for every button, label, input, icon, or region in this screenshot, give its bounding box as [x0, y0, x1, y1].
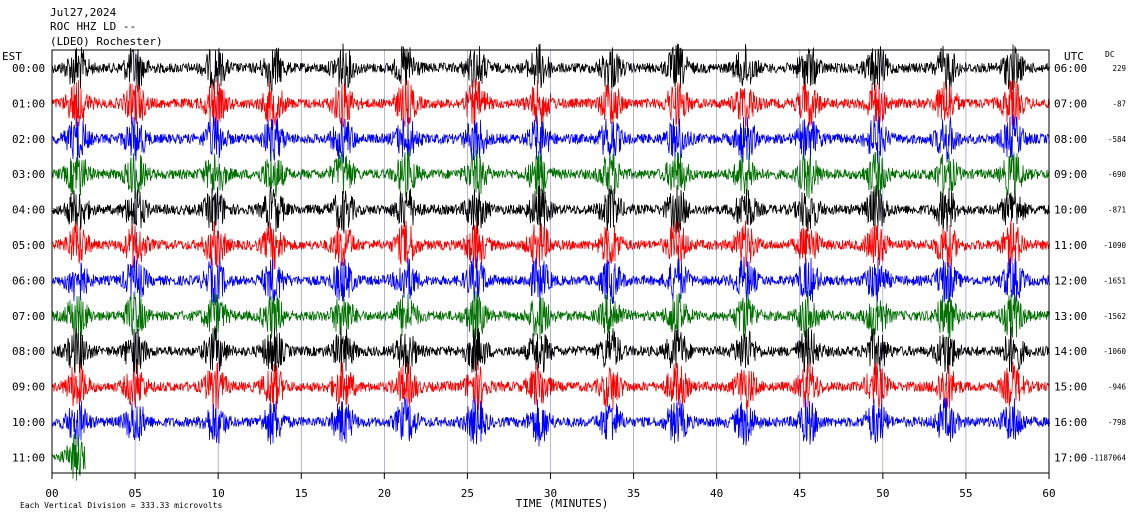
est-label: 09:00	[12, 381, 45, 394]
utc-label: 08:00	[1054, 133, 1087, 146]
utc-label: 06:00	[1054, 62, 1087, 75]
x-tick-label: 15	[295, 487, 308, 500]
x-tick-label: 25	[461, 487, 474, 500]
dc-value: -690	[1108, 170, 1127, 179]
left-zone-label: EST	[2, 50, 22, 63]
dc-value: -1187064	[1090, 453, 1127, 462]
trace-row-11:00	[51, 434, 86, 481]
dc-value: 229	[1112, 64, 1126, 73]
utc-hour-labels: 06:00 07:00 08:00 09:00 10:00 11:00 12:00 13:00…	[1054, 62, 1087, 464]
dc-value: -87	[1112, 99, 1126, 108]
header-station: (LDEO) Rochester)	[50, 35, 163, 48]
est-label: 04:00	[12, 204, 45, 217]
dc-value: -871	[1108, 206, 1126, 215]
scale-note: Each Vertical Division = 333.33 microvol…	[20, 501, 222, 510]
est-label: 02:00	[12, 133, 45, 146]
est-label: 05:00	[12, 239, 45, 252]
utc-label: 13:00	[1054, 310, 1087, 323]
x-tick-label: 05	[128, 487, 141, 500]
x-tick-label: 60	[1042, 487, 1055, 500]
x-tick-label: 35	[627, 487, 640, 500]
utc-label: 10:00	[1054, 204, 1087, 217]
est-hour-labels: 00:00 01:00 02:00 03:00 04:00 05:00 06:00 07:00…	[12, 62, 45, 464]
x-tick-label: 30	[544, 487, 557, 500]
dc-header-label: DC	[1105, 50, 1115, 59]
x-tick-label: 50	[876, 487, 889, 500]
dc-value: -946	[1108, 383, 1127, 392]
est-label: 08:00	[12, 345, 45, 358]
est-label: 06:00	[12, 274, 45, 287]
x-tick-label: 10	[212, 487, 225, 500]
dc-value: -1060	[1103, 347, 1126, 356]
minute-gridlines	[134, 50, 967, 473]
x-tick-label: 20	[378, 487, 391, 500]
est-label: 03:00	[12, 168, 45, 181]
x-tick-label: 45	[793, 487, 806, 500]
est-label: 11:00	[12, 451, 45, 464]
x-axis-title: TIME (MINUTES)	[516, 497, 609, 510]
utc-label: 16:00	[1054, 416, 1087, 429]
x-tick-label: 40	[710, 487, 723, 500]
header-date: Jul27,2024	[50, 6, 117, 19]
utc-label: 09:00	[1054, 168, 1087, 181]
est-label: 10:00	[12, 416, 45, 429]
dc-value: -1090	[1103, 241, 1126, 250]
dc-value: -1651	[1103, 276, 1126, 285]
dc-value: -798	[1108, 418, 1127, 427]
est-label: 01:00	[12, 97, 45, 110]
est-label: 00:00	[12, 62, 45, 75]
utc-label: 07:00	[1054, 97, 1087, 110]
utc-label: 14:00	[1054, 345, 1087, 358]
right-zone-label: UTC	[1064, 50, 1084, 63]
dc-value: -1562	[1103, 312, 1126, 321]
utc-label: 12:00	[1054, 274, 1087, 287]
x-tick-label: 00	[45, 487, 58, 500]
utc-label: 11:00	[1054, 239, 1087, 252]
utc-label: 15:00	[1054, 381, 1087, 394]
dc-value: -584	[1108, 135, 1127, 144]
x-axis-ticks: 00 05 10 15 20 25 30 35 40 45 50 55 60	[45, 473, 1056, 500]
utc-label: 17:00	[1054, 451, 1087, 464]
x-tick-label: 55	[959, 487, 972, 500]
est-label: 07:00	[12, 310, 45, 323]
dc-offset-labels: 229 -87 -584 -690 -871 -1090 -1651 -1562 -1060 -9…	[1090, 64, 1127, 462]
header-channel: ROC HHZ LD --	[50, 20, 136, 33]
